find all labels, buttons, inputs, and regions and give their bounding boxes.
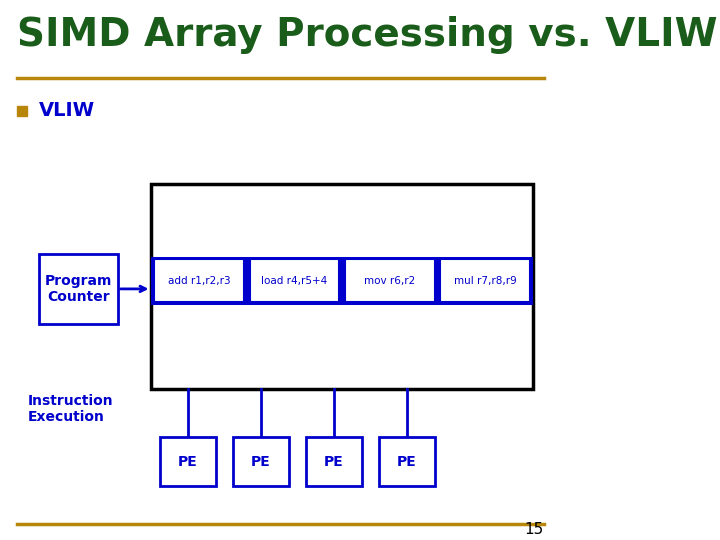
Text: 15: 15 (525, 522, 544, 537)
Bar (379, 437, 435, 486)
Text: load r4,r5+4: load r4,r5+4 (261, 276, 328, 286)
Bar (305, 437, 361, 486)
Text: PE: PE (251, 455, 271, 469)
Bar (233, 437, 289, 486)
Text: PE: PE (397, 455, 416, 469)
Bar (440, 259, 530, 302)
Text: mul r7,r8,r9: mul r7,r8,r9 (454, 276, 516, 286)
Text: add r1,r2,r3: add r1,r2,r3 (168, 276, 230, 286)
Text: VLIW: VLIW (40, 101, 95, 120)
Bar (151, 184, 533, 389)
Bar (250, 259, 339, 302)
Text: Program
Counter: Program Counter (45, 274, 112, 304)
Text: Instruction
Execution: Instruction Execution (28, 394, 114, 424)
Bar (160, 437, 216, 486)
Text: SIMD Array Processing vs. VLIW: SIMD Array Processing vs. VLIW (17, 16, 717, 54)
Bar (345, 259, 435, 302)
Text: mov r6,r2: mov r6,r2 (364, 276, 415, 286)
Bar (40, 254, 118, 324)
Bar (151, 256, 533, 305)
Text: PE: PE (324, 455, 343, 469)
Text: PE: PE (178, 455, 198, 469)
Bar (154, 259, 244, 302)
